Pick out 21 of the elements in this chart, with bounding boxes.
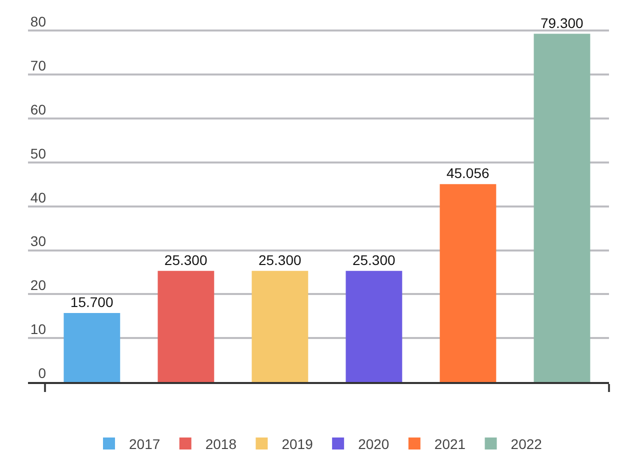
y-tick-label: 60 <box>30 101 46 118</box>
data-label: 15.700 <box>70 294 114 310</box>
data-label: 25.300 <box>258 252 302 268</box>
data-label: 25.300 <box>164 252 208 268</box>
y-tick-label: 10 <box>30 320 46 337</box>
legend-label: 2019 <box>282 436 314 452</box>
y-tick-label: 70 <box>30 58 46 74</box>
y-tick-label: 30 <box>30 233 46 250</box>
legend-label: 2018 <box>205 436 237 452</box>
legend-label: 2021 <box>434 436 466 452</box>
data-label: 45.056 <box>446 165 490 182</box>
data-label: 25.300 <box>352 252 396 268</box>
y-tick-label: 80 <box>30 14 46 30</box>
y-tick-label: 20 <box>30 277 46 294</box>
legend-label: 2020 <box>358 436 390 452</box>
data-label: 79.300 <box>540 14 584 31</box>
legend-label: 2022 <box>510 436 542 452</box>
legend-label: 2017 <box>129 436 160 452</box>
y-tick-label: 0 <box>38 364 46 381</box>
y-tick-label: 50 <box>30 145 46 162</box>
y-tick-label: 40 <box>30 189 46 206</box>
